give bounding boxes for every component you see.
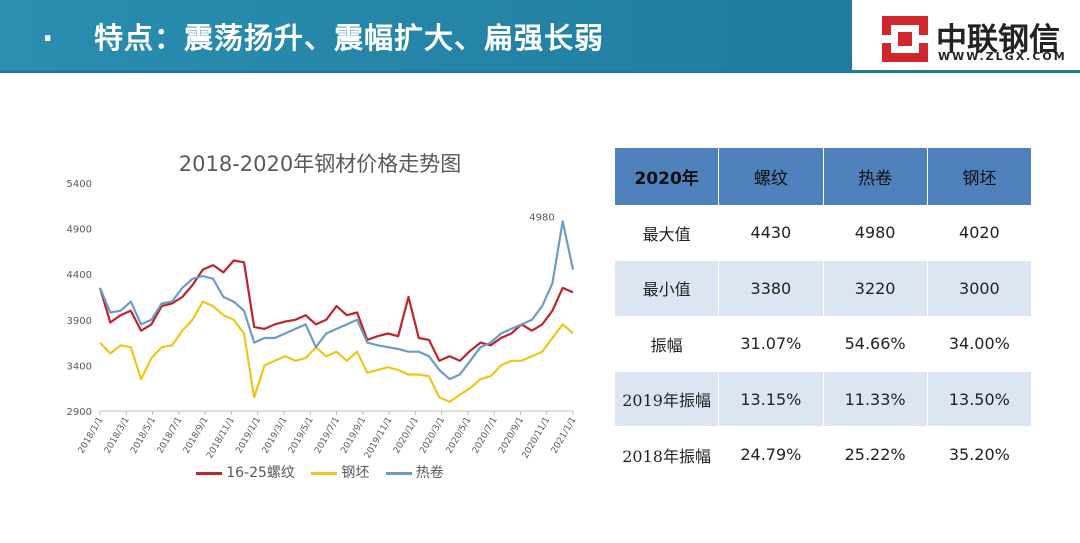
table-header-row: 2020年 螺纹 热卷 钢坯: [613, 147, 1033, 206]
table-cell: 31.07%: [718, 315, 824, 372]
price-chart: 2018-2020年钢材价格走势图 5400 4900 4400 3900 3400 29…: [40, 140, 600, 490]
header-bar: . 特点：震荡扬升、震幅扩大、扁强长弱: [0, 0, 852, 70]
peak-annotation: 4980: [529, 212, 554, 223]
table-cell: 11.33%: [822, 370, 928, 428]
x-tick-label: 2020/5/1: [445, 416, 474, 456]
legend-item-rebar: 16-25螺纹: [196, 462, 295, 482]
table-row: 振幅 31.07% 54.66% 34.00%: [613, 315, 1033, 372]
series-line-1: [99, 300, 574, 403]
table-cell: 4980: [822, 204, 928, 262]
table-cell: 34.00%: [926, 315, 1033, 372]
x-tick-label: 2019/5/1: [287, 416, 316, 456]
y-tick-label: 3900: [67, 316, 92, 327]
brand-logo-icon: [882, 16, 928, 62]
chart-plot: 5400 4900 4400 3900 3400 29002018/1/12018/3/1…: [67, 179, 579, 461]
table-header-cell: 螺纹: [718, 147, 824, 206]
table-cell: 4430: [718, 204, 824, 262]
table-header-cell: 热卷: [822, 147, 928, 206]
chart-title: 2018-2020年钢材价格走势图: [178, 152, 462, 176]
series-line-0: [98, 259, 574, 362]
x-tick-label: 2020/1/1: [392, 416, 421, 456]
page-title: 特点：震荡扬升、震幅扩大、扁强长弱: [93, 21, 604, 55]
x-tick-label: 2018/5/1: [129, 416, 158, 456]
table-row: 最小值 3380 3220 3000: [613, 260, 1033, 317]
legend-item-hrc: 热卷: [385, 462, 444, 482]
table-row-label: 2018年振幅: [613, 426, 720, 483]
x-tick-label: 2019/11/1: [363, 416, 395, 461]
table-cell: 3220: [822, 260, 928, 317]
brand-name: 中联钢信: [936, 22, 1060, 58]
x-tick-label: 2018/7/1: [156, 416, 185, 456]
header-underline: [0, 70, 1080, 73]
x-tick-label: 2019/1/1: [234, 416, 263, 456]
table-header-cell: 2020年: [613, 147, 720, 206]
table-cell: 25.22%: [822, 426, 928, 483]
x-tick-label: 2018/9/1: [182, 416, 211, 456]
x-tick-label: 2018/3/1: [103, 416, 132, 456]
y-tick-label: 5400: [67, 179, 92, 190]
chart-legend: 16-25螺纹 钢坯 热卷: [40, 462, 600, 482]
x-tick-label: 2020/9/1: [497, 416, 526, 456]
table-row-label: 最小值: [613, 260, 720, 317]
table-cell: 54.66%: [822, 315, 928, 372]
x-tick-label: 2021/1/1: [550, 416, 579, 456]
table-row: 2019年振幅 13.15% 11.33% 13.50%: [613, 370, 1033, 428]
y-tick-label: 4400: [67, 270, 92, 281]
x-tick-label: 2018/1/1: [77, 416, 106, 456]
table-cell: 4020: [926, 204, 1033, 262]
y-tick-label: 4900: [67, 225, 92, 236]
table-row-label: 振幅: [613, 315, 720, 372]
table-cell: 35.20%: [926, 426, 1033, 483]
legend-item-billet: 钢坯: [311, 462, 369, 482]
series-line-2: [98, 220, 575, 381]
brand-logo: 中联钢信 WWW.ZLGX.COM: [882, 14, 1072, 64]
stats-table: 2020年 螺纹 热卷 钢坯 最大值 4430 4980 4020 最小值 33…: [613, 147, 1033, 483]
table-header-cell: 钢坯: [926, 147, 1033, 206]
x-tick-label: 2018/11/1: [205, 416, 237, 461]
brand-url: WWW.ZLGX.COM: [938, 50, 1067, 63]
y-tick-label: 2900: [67, 407, 92, 418]
table-cell: 13.50%: [926, 370, 1033, 428]
y-tick-label: 3400: [67, 361, 92, 372]
x-tick-label: 2019/9/1: [340, 416, 369, 456]
x-tick-label: 2020/11/1: [521, 416, 553, 461]
table-cell: 3380: [718, 260, 824, 317]
table-cell: 24.79%: [718, 426, 824, 483]
table-cell: 13.15%: [718, 370, 824, 428]
table-row: 2018年振幅 24.79% 25.22% 35.20%: [613, 426, 1033, 483]
x-tick-label: 2020/7/1: [471, 416, 500, 456]
table-cell: 3000: [926, 260, 1033, 317]
header-bullet: .: [42, 14, 54, 49]
x-tick-label: 2019/3/1: [261, 416, 290, 456]
x-tick-label: 2019/7/1: [313, 416, 342, 456]
table-row-label: 最大值: [613, 204, 720, 262]
table-row-label: 2019年振幅: [613, 370, 720, 428]
table-row: 最大值 4430 4980 4020: [613, 204, 1033, 262]
x-tick-label: 2020/3/1: [418, 416, 447, 456]
